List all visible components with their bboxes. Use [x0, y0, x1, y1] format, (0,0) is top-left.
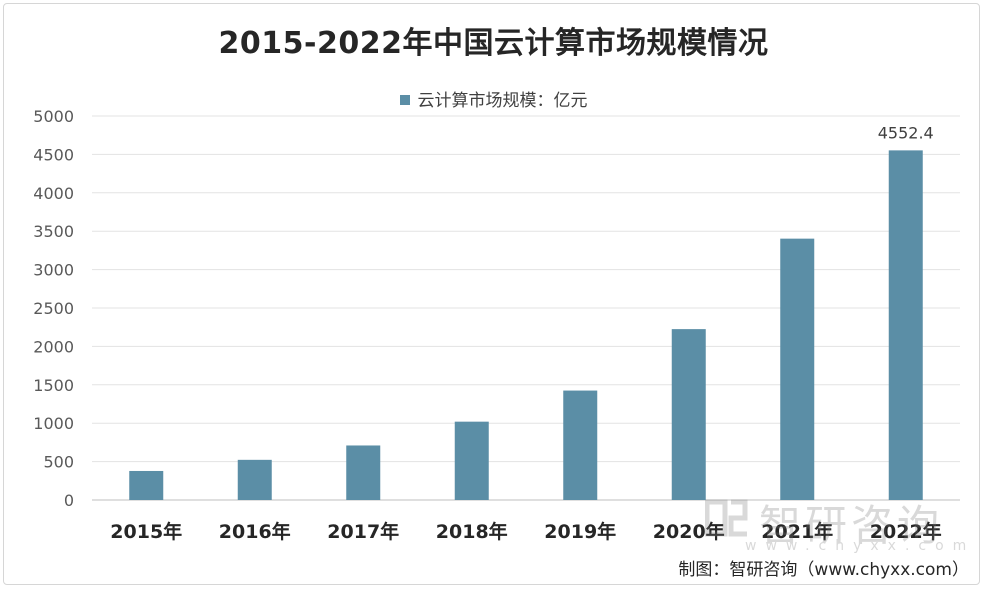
data-labels: 4552.4: [878, 123, 934, 142]
y-tick-label: 5000: [33, 107, 74, 126]
y-tick-label: 500: [43, 453, 74, 472]
x-tick-label: 2015年: [110, 520, 182, 543]
bars: [129, 150, 923, 501]
x-tick-label: 2016年: [219, 520, 291, 543]
legend-swatch: [399, 95, 410, 105]
y-tick-label: 4500: [33, 145, 74, 164]
y-tick-label: 1000: [33, 414, 74, 433]
y-tick-label: 3500: [33, 222, 74, 241]
bar: [888, 150, 923, 501]
y-tick-label: 2000: [33, 337, 74, 356]
y-tick-label: 0: [64, 491, 74, 510]
bar: [671, 329, 706, 500]
x-axis-ticks: 2015年 2016年 2017年 2018年 2019年 2020年 2021年 2022年: [110, 520, 941, 543]
x-tick-label: 2017年: [327, 520, 399, 543]
bar: [346, 445, 381, 500]
source-note: 制图：智研咨询（www.chyxx.com）: [678, 560, 969, 580]
bar: [237, 459, 272, 500]
chart-frame: [3, 3, 980, 585]
legend-label: 云计算市场规模：亿元: [417, 91, 588, 111]
chart-legend: 云计算市场规模：亿元: [0, 86, 987, 111]
y-tick-label: 3000: [33, 261, 74, 280]
y-tick-label: 2500: [33, 299, 74, 318]
bar: [454, 421, 489, 500]
gridlines: [92, 115, 960, 501]
bar: [563, 390, 598, 500]
bar: [780, 238, 815, 500]
x-tick-label: 2022年: [870, 520, 942, 543]
data-label: 4552.4: [878, 123, 934, 142]
y-tick-label: 1500: [33, 376, 74, 395]
x-tick-label: 2021年: [761, 520, 833, 543]
bar: [129, 470, 164, 500]
y-axis-ticks: 0 500 1000 1500 2000 2500 3000 3500 4000 4500 5000: [33, 107, 74, 510]
x-tick-label: 2020年: [653, 520, 725, 543]
x-tick-label: 2019年: [544, 520, 616, 543]
x-tick-label: 2018年: [436, 520, 508, 543]
y-tick-label: 4000: [33, 184, 74, 203]
chart-title: 2015-2022年中国云计算市场规模情况: [218, 26, 769, 61]
